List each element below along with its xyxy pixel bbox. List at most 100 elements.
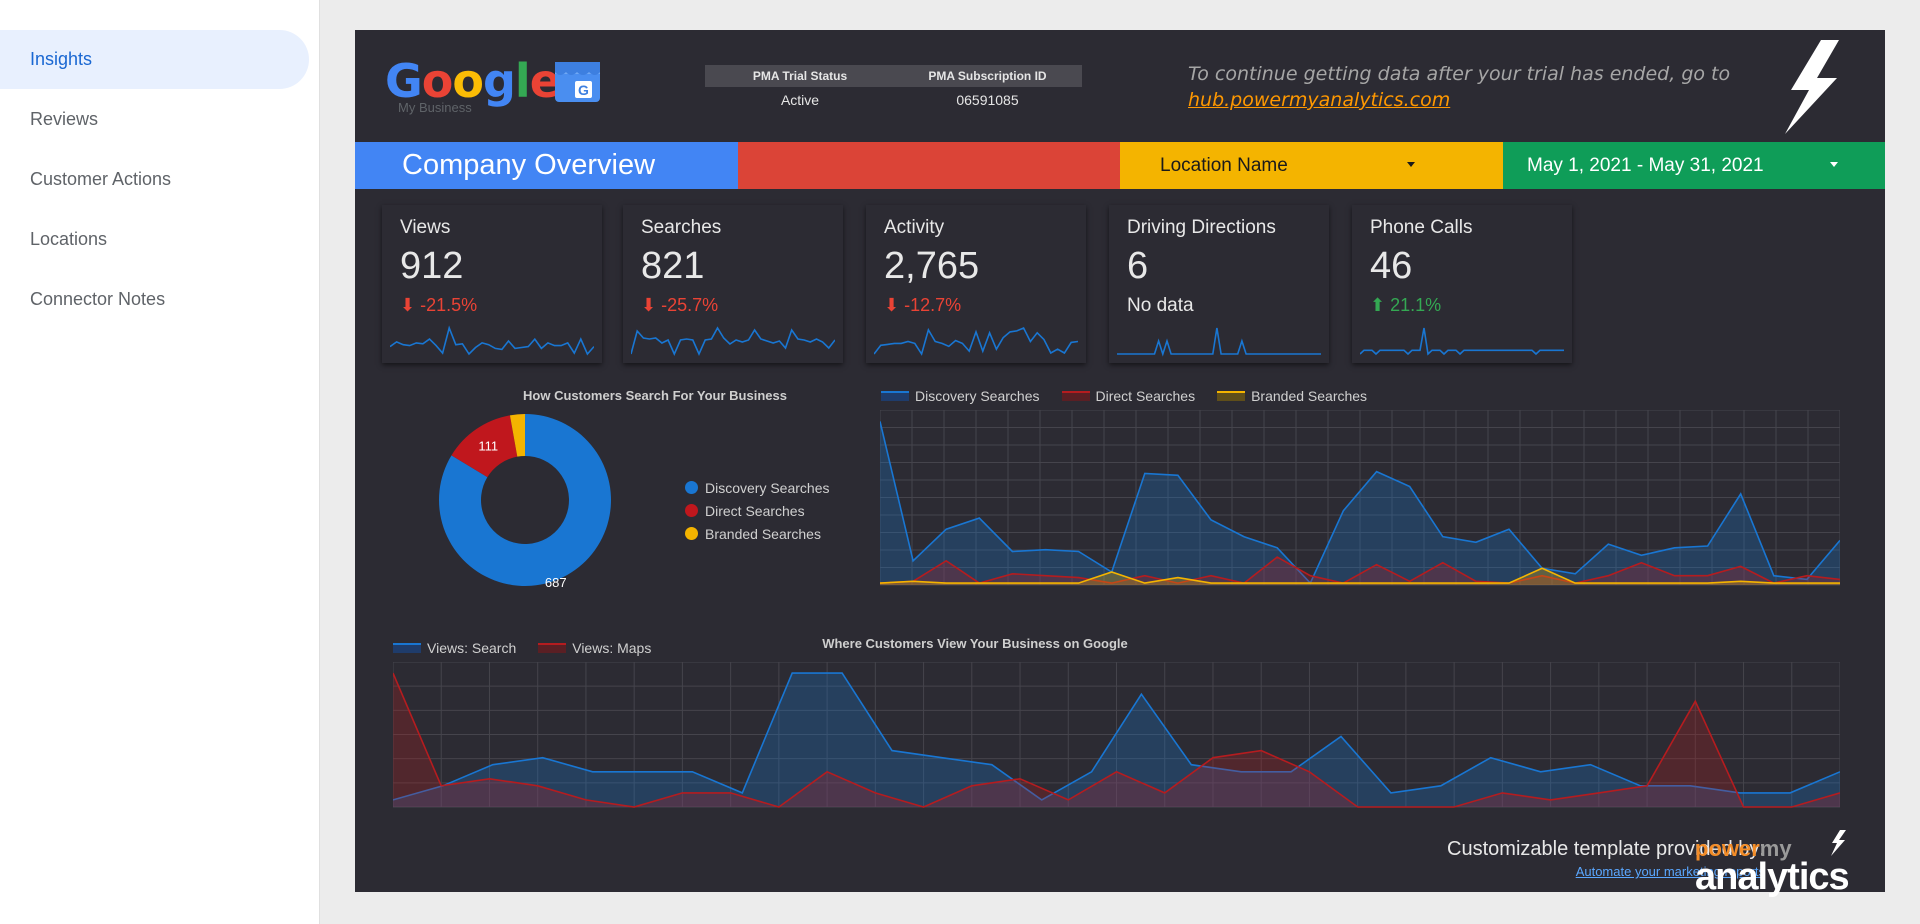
arrow-down-icon: ⬇	[400, 295, 416, 315]
date-range-label: May 1, 2021 - May 31, 2021	[1527, 155, 1764, 176]
scorecard-title: Activity	[884, 217, 945, 238]
no-data-label: No data	[1127, 295, 1194, 316]
area-fill-discovery-searches	[880, 421, 1840, 585]
search-trend-chart	[880, 410, 1840, 586]
arrow-up-icon: ⬆	[1370, 295, 1386, 315]
scorecard-value: 2,765	[884, 245, 980, 287]
page-title: Company Overview	[355, 142, 738, 189]
legend-discovery-searches: Discovery Searches	[881, 388, 1040, 404]
sidebar-item-reviews[interactable]: Reviews	[30, 109, 99, 129]
sparkline-path	[631, 326, 835, 356]
scorecard-title: Searches	[641, 217, 722, 238]
scorecard-value: 46	[1370, 245, 1413, 287]
sparkline	[631, 326, 835, 356]
sidebar-item-customer-actions[interactable]: Customer Actions	[30, 169, 172, 189]
scorecard-title: Views	[400, 217, 451, 238]
chevron-down-icon	[1830, 162, 1838, 167]
search-trend-legend: Discovery Searches Direct Searches Brand…	[881, 388, 1367, 404]
legend-dot	[685, 527, 698, 540]
report-canvas: Google My Business G PMA Trial Status PM…	[355, 30, 1885, 898]
legend-views-search: Views: Search	[393, 640, 516, 656]
sparkline	[390, 325, 594, 356]
trial-status-header: PMA Trial Status	[705, 65, 895, 87]
sparkline	[1117, 327, 1321, 357]
sidebar: Insights Reviews Customer Actions Locati…	[0, 0, 320, 924]
legend-direct-searches: Direct Searches	[685, 499, 830, 522]
scorecard-driving-directions: Driving Directions 6 No data	[1109, 205, 1329, 363]
legend-swatch	[538, 643, 567, 653]
my-business-label: My Business	[398, 100, 472, 115]
area-fill-views-search	[393, 673, 1840, 807]
scorecard-title: Phone Calls	[1370, 217, 1473, 238]
footer-credit-text: Customizable template provided by:	[1447, 838, 1765, 860]
area-fill-views-maps	[393, 673, 1840, 807]
scorecard-views: Views 912 ⬇ -21.5%	[382, 205, 602, 363]
trial-notice-text: To continue getting data after your tria…	[1188, 63, 1731, 85]
legend-swatch	[1217, 391, 1246, 401]
sparkline-path	[1360, 327, 1564, 356]
scorecard-title: Driving Directions	[1127, 217, 1276, 238]
series-line-branded-searches	[880, 567, 1840, 584]
legend-branded-searches: Branded Searches	[685, 522, 830, 545]
scorecard-value: 912	[400, 245, 464, 287]
date-range-dropdown[interactable]: May 1, 2021 - May 31, 2021	[1503, 142, 1885, 189]
delta-value: ⬇ -25.7%	[641, 295, 719, 315]
delta-value: ⬇ -12.7%	[884, 295, 962, 315]
scorecard-value: 6	[1127, 245, 1149, 287]
area-fill-branded-searches	[880, 568, 1840, 585]
location-dropdown-label: Location Name	[1160, 155, 1288, 176]
legend-branded-searches: Branded Searches	[1217, 388, 1367, 404]
legend-discovery-searches: Discovery Searches	[685, 476, 830, 499]
views-chart	[393, 662, 1840, 808]
lightning-bolt-icon	[1781, 38, 1845, 141]
series-line-discovery-searches	[880, 421, 1840, 585]
scorecard-activity: Activity 2,765 ⬇ -12.7%	[866, 205, 1086, 363]
sparkline-path	[390, 325, 594, 356]
sidebar-item-connector-notes[interactable]: Connector Notes	[30, 289, 166, 309]
svg-text:G: G	[578, 82, 589, 98]
delta-value: ⬇ -21.5%	[400, 295, 478, 315]
automate-reports-link[interactable]: Automate your marketing reports	[1575, 864, 1765, 879]
delta-value: ⬆ 21.1%	[1370, 295, 1442, 315]
band-red-segment	[738, 142, 1120, 189]
store-icon: G	[555, 62, 600, 102]
hub-link[interactable]: hub.powermyanalytics.com	[1188, 89, 1451, 111]
arrow-down-icon: ⬇	[641, 295, 657, 315]
donut-slice-discovery-searches	[439, 414, 611, 586]
series-line-direct-searches	[880, 556, 1840, 584]
donut-slice-direct-searches	[451, 415, 518, 478]
scorecard-searches: Searches 821 ⬇ -25.7%	[623, 205, 843, 363]
legend-direct-searches: Direct Searches	[1061, 388, 1195, 404]
scorecard-value: 821	[641, 245, 705, 287]
chevron-down-icon	[1407, 162, 1415, 167]
sparkline	[874, 326, 1078, 356]
legend-swatch	[881, 391, 909, 401]
sparkline	[1360, 327, 1564, 356]
arrow-down-icon: ⬇	[884, 295, 900, 315]
lightning-bolt-icon	[1831, 830, 1846, 856]
location-dropdown[interactable]: Location Name	[1120, 142, 1503, 189]
legend-swatch	[1061, 391, 1090, 401]
series-line-views-maps	[393, 672, 1840, 808]
donut-chart: 687 111	[439, 414, 611, 590]
sidebar-item-locations[interactable]: Locations	[30, 229, 108, 249]
legend-dot	[685, 481, 698, 494]
donut-legend: Discovery Searches Direct Searches Brand…	[685, 476, 830, 545]
legend-dot	[685, 504, 698, 517]
scorecard-phone-calls: Phone Calls 46 ⬆ 21.1%	[1352, 205, 1572, 363]
legend-views-maps: Views: Maps	[538, 640, 651, 656]
sparkline-path	[874, 326, 1078, 356]
subscription-id-header: PMA Subscription ID	[893, 65, 1082, 87]
subscription-id-value: 06591085	[956, 92, 1019, 108]
views-legend: Views: Search Views: Maps	[393, 640, 651, 656]
legend-swatch	[393, 643, 421, 653]
donut-slice-label: 111	[478, 438, 498, 453]
series-line-views-search	[393, 672, 1840, 801]
donut-slice-label: 687	[545, 575, 567, 590]
sparkline-path	[1117, 327, 1321, 357]
powermyanalytics-logo: powermy analytics	[1695, 830, 1865, 899]
donut-chart-title: How Customers Search For Your Business	[523, 388, 787, 403]
sidebar-item-insights[interactable]: Insights	[0, 30, 309, 89]
views-chart-title: Where Customers View Your Business on Go…	[822, 636, 1128, 651]
donut-slice-branded-searches	[509, 414, 525, 457]
